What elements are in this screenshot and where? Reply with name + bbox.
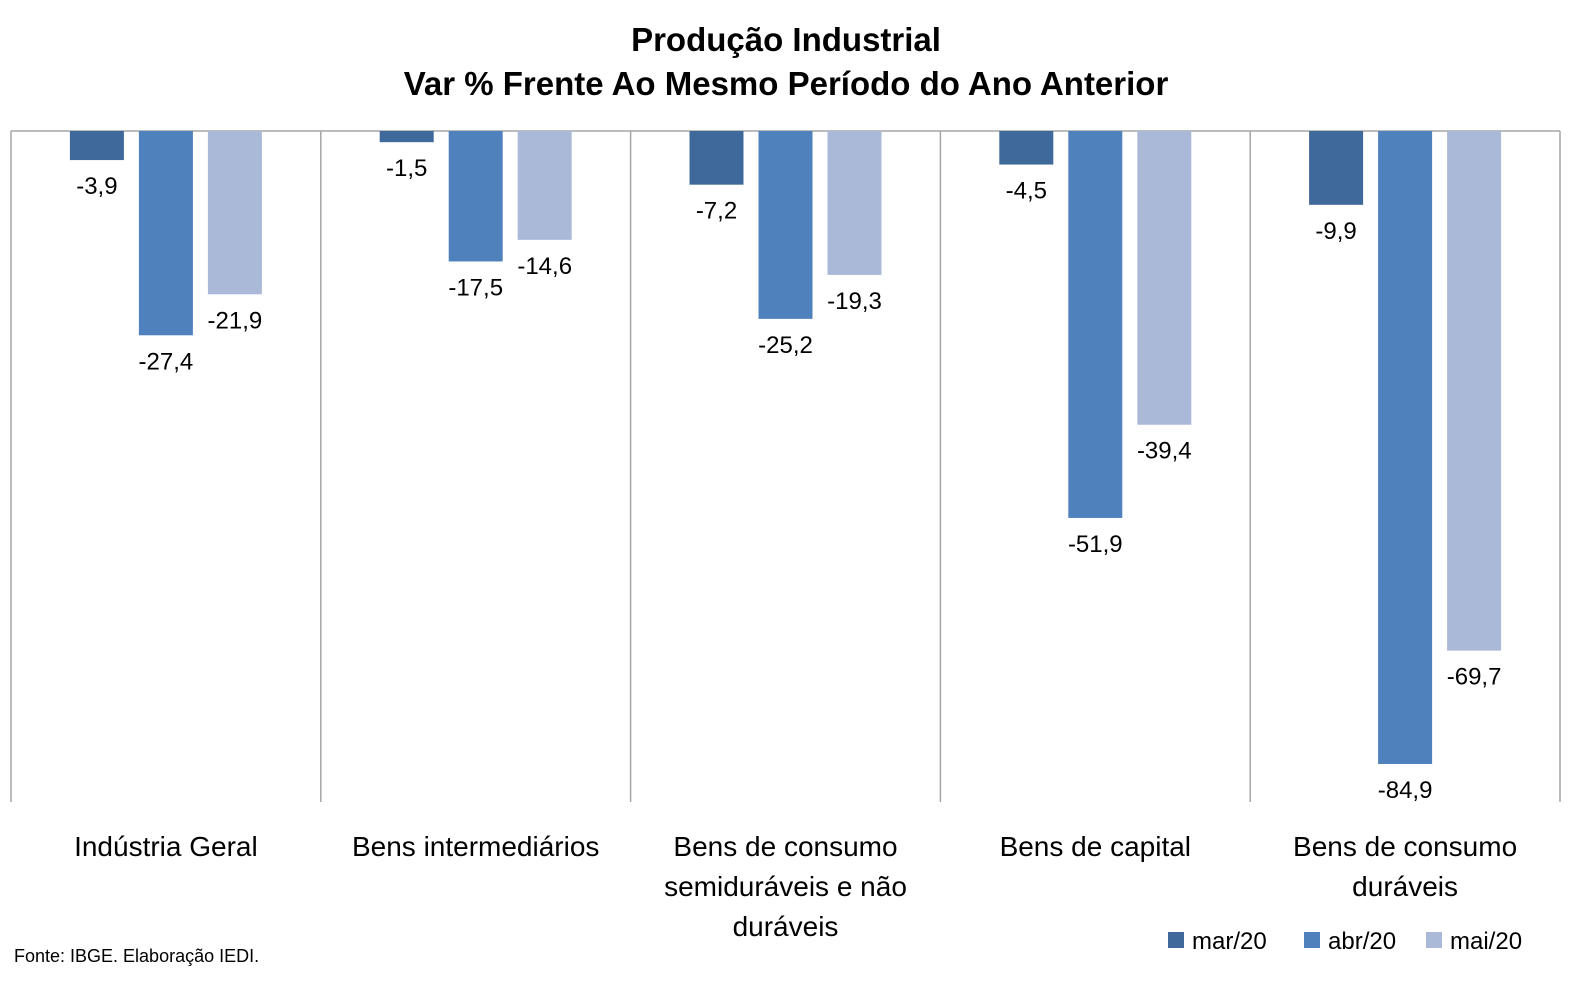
category-label: Indústria Geral xyxy=(74,831,258,862)
bar-abr-20 xyxy=(448,131,503,262)
data-label: -9,9 xyxy=(1315,218,1356,245)
bar-mai-20 xyxy=(827,131,882,275)
category-label: Bens intermediários xyxy=(352,831,599,862)
legend-label: mar/20 xyxy=(1192,928,1267,955)
data-label: -27,4 xyxy=(139,348,194,375)
category-label: Bens de consumo duráveis xyxy=(1293,831,1517,902)
category-label-line: duráveis xyxy=(1352,871,1458,902)
data-label: -51,9 xyxy=(1068,531,1123,558)
data-label: -3,9 xyxy=(76,173,117,200)
data-label: -7,2 xyxy=(696,198,737,225)
bar-abr-20 xyxy=(138,131,193,336)
category-label: Bens de capital xyxy=(1000,831,1191,862)
data-label: -19,3 xyxy=(827,288,882,315)
category-label-line: semiduráveis e não xyxy=(664,871,907,902)
plot-area: -3,9 -1,5 -7,2 -4,5 -9,9 -27,4 -17,5 -25,2 -51,9… xyxy=(10,130,1561,942)
data-label: -21,9 xyxy=(208,307,263,334)
data-label: -84,9 xyxy=(1378,777,1433,804)
legend-label: mai/20 xyxy=(1450,928,1522,955)
category-label-line: Bens de consumo xyxy=(673,831,897,862)
bar-mar-20 xyxy=(689,131,744,185)
data-label: -14,6 xyxy=(517,253,572,280)
legend: mar/20 abr/20 mai/20 xyxy=(1168,928,1522,955)
data-label: -1,5 xyxy=(386,155,427,182)
bar-mai-20 xyxy=(207,131,262,295)
legend-swatch xyxy=(1168,932,1184,948)
source-note: Fonte: IBGE. Elaboração IEDI. xyxy=(14,946,260,966)
bar-mar-20 xyxy=(1309,131,1364,205)
legend-label: abr/20 xyxy=(1328,928,1396,955)
data-label: -25,2 xyxy=(758,332,813,359)
bar-mai-20 xyxy=(1447,131,1502,651)
data-label: -4,5 xyxy=(1006,178,1047,205)
data-label: -39,4 xyxy=(1137,438,1192,465)
bar-mar-20 xyxy=(69,131,124,161)
category-label-line: Bens de consumo xyxy=(1293,831,1517,862)
category-label-line: Indústria Geral xyxy=(74,831,258,862)
chart-subtitle: Var % Frente Ao Mesmo Período do Ano Ant… xyxy=(404,65,1169,102)
bar-mar-20 xyxy=(379,131,434,143)
data-label: -17,5 xyxy=(448,274,503,301)
bar-abr-20 xyxy=(758,131,813,319)
legend-swatch xyxy=(1304,932,1320,948)
category-label: Bens de consumo semiduráveis e não durávei… xyxy=(664,831,907,942)
category-label-line: Bens intermediários xyxy=(352,831,599,862)
bar-abr-20 xyxy=(1378,131,1433,764)
legend-swatch xyxy=(1426,932,1442,948)
category-label-line: Bens de capital xyxy=(1000,831,1191,862)
bar-mai-20 xyxy=(517,131,572,240)
bar-mai-20 xyxy=(1137,131,1192,425)
bar-abr-20 xyxy=(1068,131,1123,518)
data-label: -69,7 xyxy=(1447,664,1502,691)
category-label-line: duráveis xyxy=(733,911,839,942)
bar-mar-20 xyxy=(999,131,1054,165)
chart-title: Produção Industrial xyxy=(631,21,941,58)
